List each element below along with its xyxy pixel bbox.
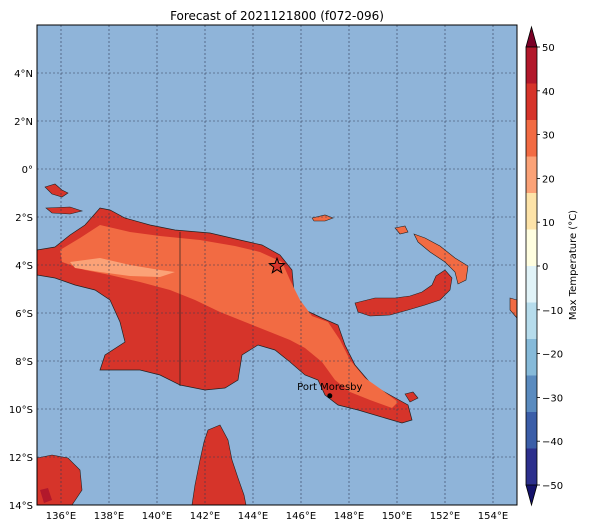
colorbar-tick-label: −10 xyxy=(542,306,563,317)
lat-tick-label: 12°S xyxy=(9,453,33,464)
colorbar-band xyxy=(526,302,537,340)
manus-island xyxy=(311,214,334,222)
cape-york-landmass xyxy=(191,424,247,505)
colorbar-bands xyxy=(525,25,538,507)
lon-tick-label: 144°E xyxy=(238,511,268,522)
city-label: Port Moresby xyxy=(297,382,362,393)
highland-mild-streak xyxy=(70,258,175,277)
map-border xyxy=(36,24,518,506)
new-ireland-island xyxy=(413,233,469,285)
colorbar-band xyxy=(526,47,537,84)
small-island-west xyxy=(45,206,84,215)
map-title: Forecast of 2021121800 (f072-096) xyxy=(170,9,384,23)
colorbar-band xyxy=(526,156,537,194)
colorbar-band xyxy=(526,83,537,121)
colorbar-tick-label: −50 xyxy=(542,481,563,492)
lat-tick-label: 14°S xyxy=(9,501,33,512)
lat-tick-label: 8°S xyxy=(15,357,33,368)
colorbar-tick-label: −40 xyxy=(542,437,563,448)
lat-tick-label: 2°S xyxy=(15,213,33,224)
lon-tick-label: 136°E xyxy=(46,511,76,522)
lat-tick-label: 2°N xyxy=(14,117,33,128)
colorbar-extend-min xyxy=(525,484,538,507)
lon-tick-label: 150°E xyxy=(382,511,412,522)
bougainville-edge xyxy=(509,297,517,319)
dentrecasteaux-islands xyxy=(404,391,419,403)
colorbar-tick-label: 10 xyxy=(542,218,555,229)
lon-tick-label: 152°E xyxy=(430,511,460,522)
islet-1 xyxy=(394,225,409,235)
colorbar-tick-label: −20 xyxy=(542,350,563,361)
colorbar-band xyxy=(526,412,537,449)
star-marker xyxy=(268,256,286,274)
colorbar-tick-label: 0 xyxy=(542,262,548,273)
colorbar-tick-label: 20 xyxy=(542,174,555,185)
colorbar: 50 40 30 20 10 0 −10 −20 −30 −40 −50 Max Temperatu… xyxy=(525,25,579,507)
colorbar-band xyxy=(526,266,537,303)
colorbar-ticks: 50 40 30 20 10 0 −10 −20 −30 −40 −50 xyxy=(537,43,563,492)
lat-tick-label: 4°S xyxy=(15,261,33,272)
colorbar-band xyxy=(526,193,537,230)
lat-tick-label: 0° xyxy=(22,165,33,176)
lon-tick-label: 154°E xyxy=(478,511,508,522)
colorbar-band xyxy=(526,229,537,267)
city-marker xyxy=(327,393,333,399)
lat-tick-label: 6°S xyxy=(15,309,33,320)
lon-tick-label: 146°E xyxy=(286,511,316,522)
colorbar-band xyxy=(526,375,537,413)
colorbar-label: Max Temperature (°C) xyxy=(568,210,579,320)
bird-head-island xyxy=(44,183,69,198)
new-britain-island xyxy=(354,269,453,317)
lon-tick-label: 142°E xyxy=(190,511,220,522)
arnhem-hot-spot xyxy=(40,488,52,503)
colorbar-extend-max xyxy=(525,25,538,48)
lon-tick-label: 148°E xyxy=(334,511,364,522)
lon-tick-label: 138°E xyxy=(94,511,124,522)
colorbar-band xyxy=(526,120,537,157)
lat-tick-label: 4°N xyxy=(14,69,33,80)
colorbar-tick-label: 50 xyxy=(542,43,555,54)
lat-tick-label: 10°S xyxy=(9,405,33,416)
lon-tick-label: 140°E xyxy=(142,511,172,522)
colorbar-band xyxy=(526,339,537,376)
colorbar-tick-label: −30 xyxy=(542,393,563,404)
latitude-tick-labels: 4°N 2°N 0° 2°S 4°S 6°S 8°S 10°S 12°S 14°S xyxy=(9,69,33,512)
colorbar-tick-label: 40 xyxy=(542,87,555,98)
longitude-tick-labels: 136°E 138°E 140°E 142°E 144°E 146°E 148°E 150°E… xyxy=(46,511,508,522)
graticule xyxy=(37,25,517,505)
colorbar-band xyxy=(526,448,537,486)
map-panel: Port Moresby 136°E 138°E 140°E 142°E 144°E 14… xyxy=(9,24,518,522)
colorbar-tick-label: 30 xyxy=(542,131,555,142)
